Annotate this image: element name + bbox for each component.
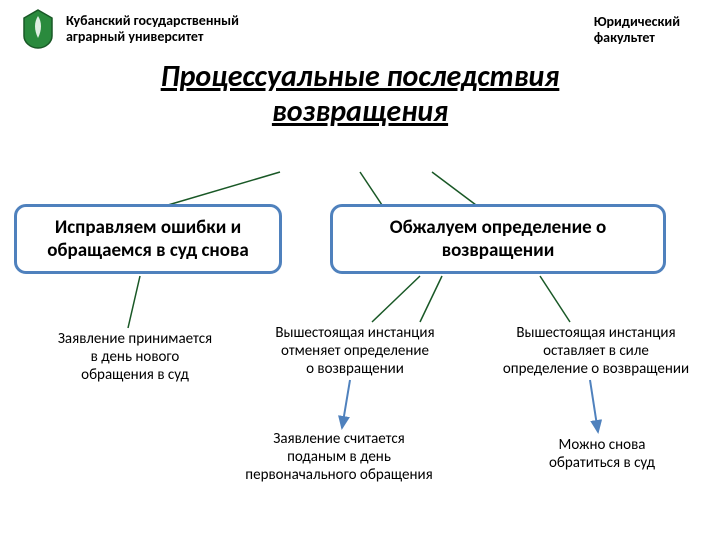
university-logo-icon — [20, 8, 56, 50]
option-box-left: Исправляем ошибки иобращаемся в суд снов… — [14, 204, 282, 274]
outcome-text-t4: Заявление считаетсяподаным в деньпервона… — [216, 430, 462, 484]
outcome-text-t3: Вышестоящая инстанцияоставляет в силеопр… — [478, 324, 714, 378]
page-title: Процессуальные последствиявозвращения — [0, 60, 720, 129]
outcome-text-t5: Можно сноваобратиться в суд — [522, 436, 682, 472]
option-box-right: Обжалуем определение овозвращении — [330, 204, 666, 274]
outcome-text-t1: Заявление принимаетсяв день новогообраще… — [30, 330, 240, 384]
university-name: Кубанский государственныйаграрный универ… — [66, 13, 239, 45]
outcome-text-t2: Вышестоящая инстанцияотменяет определени… — [250, 324, 460, 378]
faculty-name: Юридическийфакультет — [594, 14, 680, 46]
